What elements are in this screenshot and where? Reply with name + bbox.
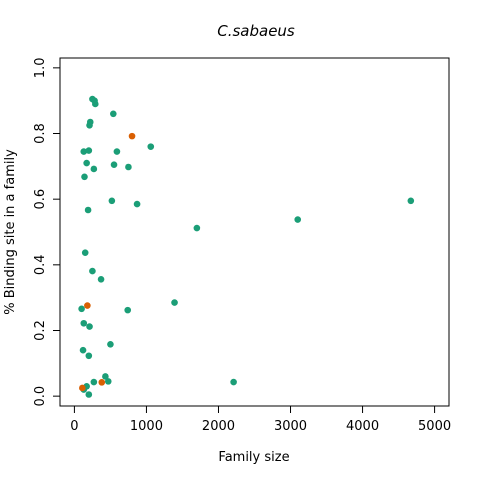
data-point: [108, 197, 116, 205]
data-point: [171, 299, 178, 306]
x-tick-label: 3000: [274, 419, 307, 434]
data-point: [128, 132, 136, 140]
data-point: [294, 216, 302, 223]
data-point: [407, 197, 415, 205]
chart-title: C.sabaeus: [217, 22, 295, 40]
y-tick-label: 0.4: [33, 254, 48, 275]
data-point: [85, 147, 93, 154]
data-point: [81, 249, 89, 256]
data-point: [80, 148, 88, 155]
data-point: [86, 323, 93, 330]
data-point: [90, 378, 98, 386]
data-point: [97, 275, 105, 283]
data-point: [84, 206, 92, 214]
data-point: [85, 391, 93, 398]
x-tick-label: 0: [70, 419, 78, 434]
data-point: [84, 302, 91, 309]
y-axis: 0.0 0.2 0.4 0.6 0.8 1.0: [33, 58, 61, 407]
data-point: [85, 352, 93, 360]
data-point: [110, 110, 117, 118]
data-point: [124, 306, 132, 314]
data-point: [147, 143, 155, 150]
data-point: [193, 224, 201, 232]
data-point: [102, 373, 109, 380]
y-tick-label: 0.6: [33, 189, 48, 210]
x-axis: 0 1000 2000 3000 4000 5000: [70, 405, 451, 434]
data-point: [89, 267, 96, 275]
x-tick-label: 5000: [418, 419, 451, 434]
y-tick-label: 0.8: [33, 123, 48, 144]
y-axis-label: % Binding site in a family: [3, 149, 18, 315]
data-point: [125, 163, 132, 171]
data-point: [98, 379, 106, 386]
data-point: [80, 319, 88, 327]
data-point: [104, 378, 112, 385]
y-tick-label: 1.0: [33, 58, 48, 79]
data-point: [113, 148, 121, 155]
data-point: [133, 200, 141, 208]
x-axis-label: Family size: [218, 450, 289, 465]
data-points: [78, 95, 415, 398]
data-point: [110, 161, 118, 168]
data-point: [78, 305, 85, 313]
y-tick-label: 0.2: [33, 320, 48, 341]
data-point: [79, 346, 87, 354]
x-tick-label: 2000: [202, 419, 235, 434]
y-tick-label: 0.0: [33, 386, 48, 407]
x-tick-label: 4000: [346, 419, 379, 434]
data-point: [91, 100, 99, 108]
x-tick-label: 1000: [130, 419, 163, 434]
data-point: [107, 340, 114, 348]
data-point: [83, 159, 90, 167]
data-point: [86, 122, 93, 129]
data-point: [81, 173, 88, 181]
data-point: [90, 165, 98, 173]
plot-frame: [59, 57, 450, 407]
data-point: [79, 384, 86, 392]
data-point: [230, 378, 237, 386]
